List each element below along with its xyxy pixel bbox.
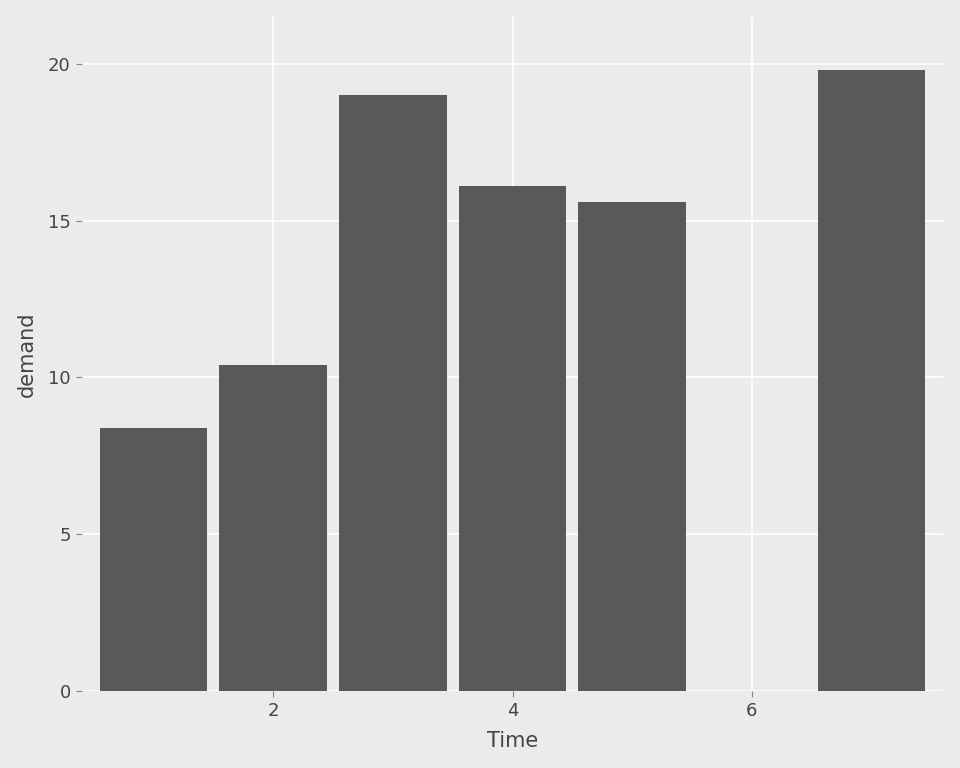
Bar	[339, 95, 446, 691]
Bar	[220, 365, 327, 691]
Bar	[100, 428, 207, 691]
Y-axis label: demand: demand	[16, 311, 36, 396]
Bar	[578, 202, 686, 691]
X-axis label: Time: Time	[487, 731, 539, 751]
Bar	[459, 186, 566, 691]
Bar	[818, 70, 925, 691]
